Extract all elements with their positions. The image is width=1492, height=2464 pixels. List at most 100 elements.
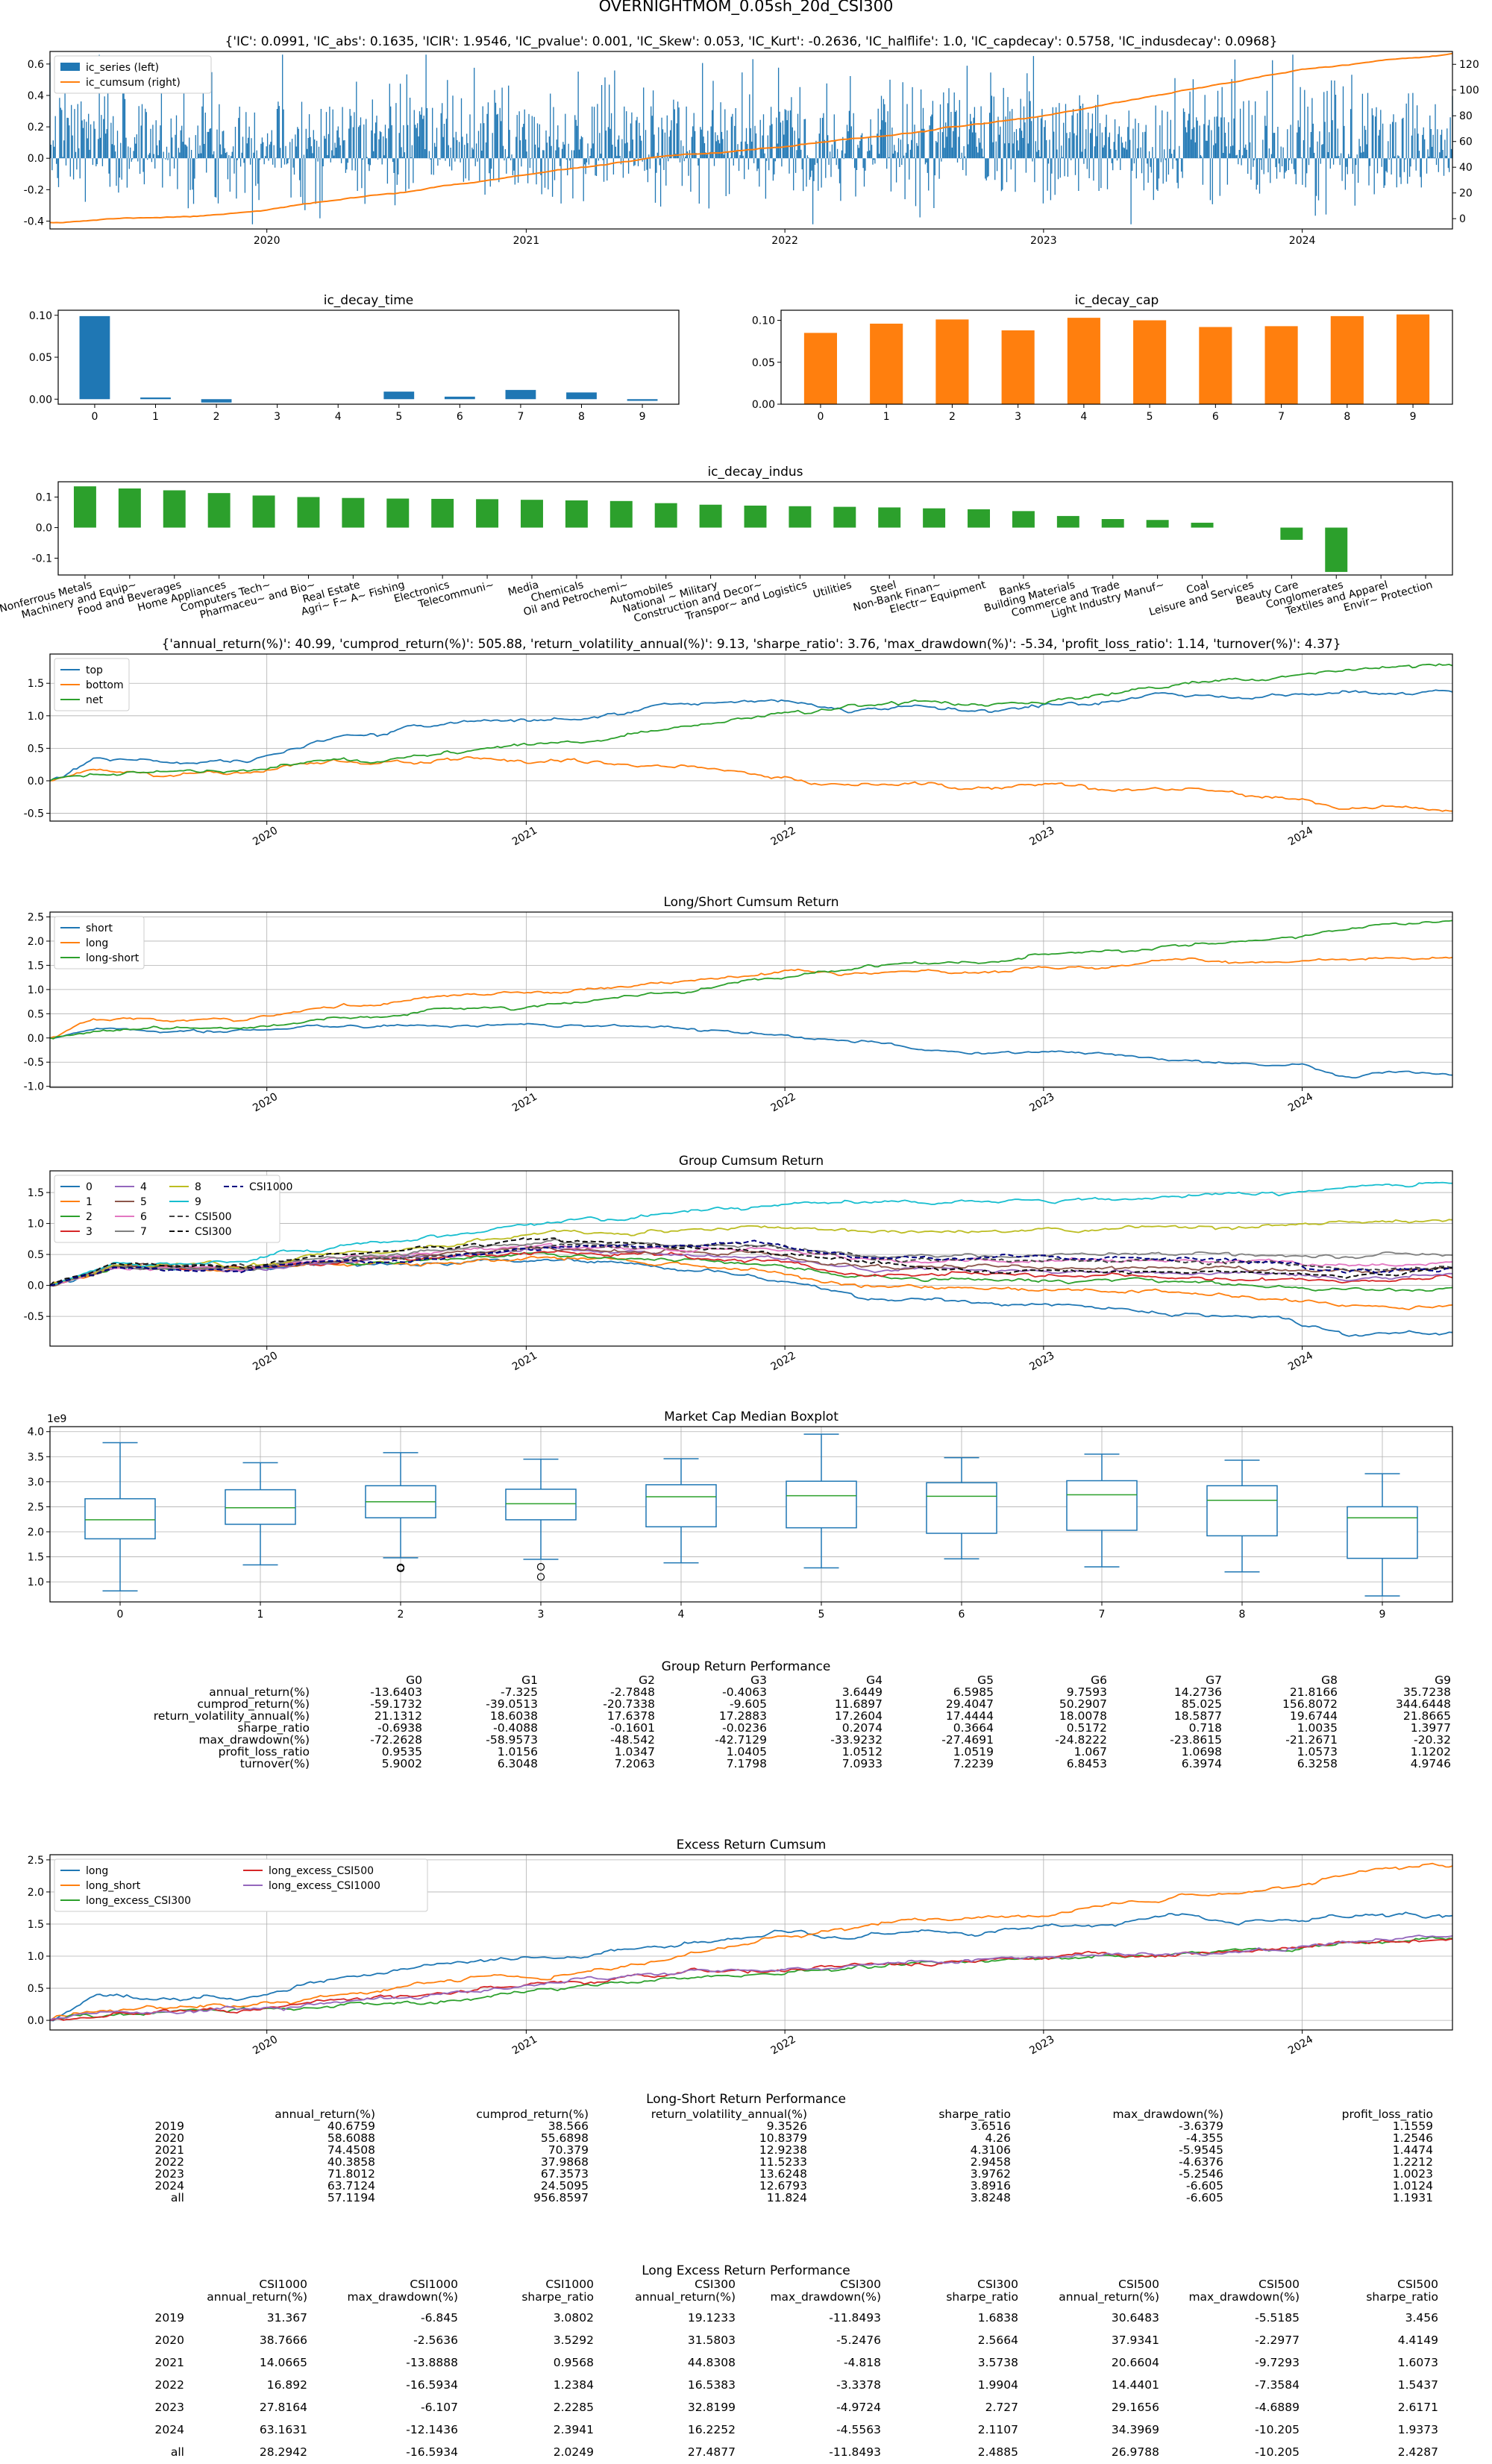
bar [342,497,365,528]
cell: 14.0665 [260,2356,307,2369]
col-header: G5 [977,1673,994,1687]
cell: 70.379 [548,2143,589,2157]
xtick-label: 2024 [1286,1091,1315,1115]
row-label: annual_return(%) [209,1685,310,1700]
cell: 9.7593 [1067,1685,1107,1699]
bar [878,507,901,528]
y2tick-label: 0 [1459,213,1466,225]
bar [73,486,96,528]
ytick-label: 1.5 [28,1919,44,1931]
xtick-label: 8 [578,411,585,423]
ytick-label: 0.00 [29,394,52,406]
series-line-bottom [49,755,1453,812]
table-long-excess: Long Excess Return PerformanceCSI1000ann… [155,2263,1438,2459]
cell: 67.3573 [541,2167,589,2181]
bar [118,488,141,528]
bar [654,503,677,528]
col-header-top: CSI500 [1259,2278,1300,2291]
cell: 14.2736 [1174,1685,1222,1699]
cell: 32.8199 [688,2401,736,2414]
cell: 156.8072 [1282,1697,1338,1711]
cell: -10.205 [1255,2423,1300,2436]
legend-label: 8 [195,1181,201,1193]
cell: 71.8012 [327,2167,375,2181]
cell: 344.6448 [1396,1697,1451,1711]
series-line-net [49,663,1453,782]
col-header: profit_loss_ratio [1342,2108,1433,2122]
ytick-label: -0.5 [24,1057,44,1069]
bar [1264,326,1298,404]
y2tick-label: 80 [1459,110,1473,122]
ytick-label: 2.0 [28,1527,44,1539]
cell: 3.8248 [971,2191,1011,2204]
ytick-label: -0.5 [24,1311,44,1323]
cell: 1.0347 [615,1745,655,1759]
cell: 4.9746 [1411,1757,1451,1770]
legend-label: 1 [86,1196,93,1208]
cell: 1.0698 [1182,1745,1222,1759]
ytick-label: 0.2 [28,122,44,133]
ytick-label: 0.00 [752,399,775,411]
cell: 44.8308 [688,2356,736,2369]
xtick-label: 2020 [254,235,280,247]
cell: 7.2063 [615,1757,655,1770]
col-header-bottom: sharpe_ratio [521,2290,594,2304]
bar [521,500,543,528]
xtick-label: 1 [152,411,159,423]
bar [207,493,231,528]
cell: 12.6793 [759,2179,807,2193]
legend-label: long [86,1865,108,1877]
bar [699,504,722,528]
cell: -72.2628 [370,1733,422,1747]
row-label: 2022 [155,2378,184,2392]
cell: 1.9904 [978,2378,1018,2392]
ytick-label: 2.5 [28,911,44,923]
cell: 1.0156 [498,1745,538,1759]
cell: 1.1559 [1393,2119,1433,2133]
col-header: G9 [1435,1673,1451,1687]
legend-label: 6 [140,1211,147,1223]
cell: 3.6449 [842,1685,883,1699]
ytick-label: -1.0 [24,1081,44,1093]
y2tick-label: 120 [1459,59,1479,71]
cell: -3.6379 [1179,2119,1223,2133]
ytick-label: 0.4 [28,90,44,102]
bar [252,495,275,528]
col-header-bottom: sharpe_ratio [946,2290,1018,2304]
ytick-label: -0.4 [24,216,44,227]
cell: 1.0035 [1297,1721,1338,1735]
cell: 6.8453 [1067,1757,1107,1770]
cell: 17.4444 [946,1709,994,1723]
xtick-label: 3 [274,411,280,423]
bar [789,506,812,528]
cell: -5.9545 [1179,2143,1223,2157]
col-header-top: CSI1000 [259,2278,307,2291]
xtick-label: 2023 [1027,825,1056,849]
xtick-label: 8 [1239,1609,1246,1621]
row-label: 2022 [155,2155,184,2169]
col-header: G4 [866,1673,883,1687]
xtick-label: 2021 [513,235,540,247]
cell: 3.0802 [554,2311,594,2325]
series-line-0 [49,1257,1453,1337]
ytick-label: 1.0 [28,1951,44,1963]
cell: 1.0512 [842,1745,883,1759]
xtick-label: 9 [1410,411,1417,423]
table-ls-perf: Long-Short Return Performance annual_retu… [155,2092,1433,2204]
bar [383,392,415,400]
chart-title: ic_decay_indus [707,465,803,480]
series-line-CSI1000 [49,1239,1453,1286]
col-header-bottom: annual_return(%) [207,2290,307,2304]
cell: 37.9868 [541,2155,589,2169]
xtick-label: 9 [1379,1609,1386,1621]
cell: -9.7293 [1255,2356,1300,2369]
col-header: annual_return(%) [275,2108,375,2122]
cell: -39.0513 [486,1697,538,1711]
xtick-label: 5 [395,411,402,423]
cell: 1.067 [1074,1745,1107,1759]
xtick-label: 6 [457,411,463,423]
row-label: cumprod_return(%) [197,1697,310,1712]
xtick-label: 2024 [1289,235,1316,247]
cell: -4.355 [1186,2131,1223,2145]
cell: 16.2252 [688,2423,736,2436]
